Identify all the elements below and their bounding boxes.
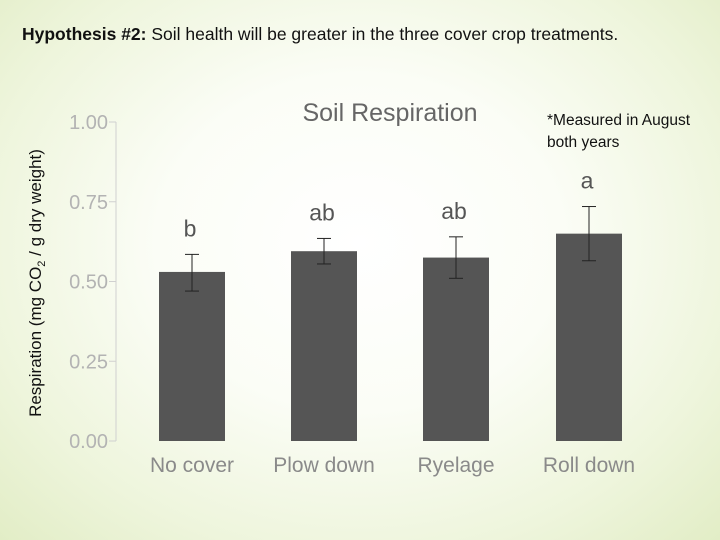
significance-letter: b [184, 215, 197, 241]
y-tick-label: 0.50 [69, 272, 108, 294]
measurement-note: *Measured in August both years [547, 112, 691, 151]
x-category-label: Ryelage [417, 454, 494, 477]
bar [291, 251, 357, 441]
x-category-label: Roll down [543, 454, 635, 477]
x-category-label: No cover [150, 454, 234, 477]
hypothesis-body: Soil health will be greater in the three… [146, 24, 619, 44]
y-tick-label: 0.25 [69, 351, 108, 373]
chart-title: Soil Respiration [302, 99, 477, 127]
y-tick-label: 0.00 [69, 431, 108, 453]
x-category-label: Plow down [273, 454, 375, 477]
significance-letter: ab [441, 198, 467, 224]
significance-letter: ab [309, 199, 335, 225]
y-axis: 0.00 0.25 0.50 0.75 1.00 [69, 112, 117, 453]
hypothesis-label: Hypothesis #2: [22, 24, 147, 44]
y-tick-label: 0.75 [69, 192, 108, 214]
hypothesis-text: Hypothesis #2: Soil health will be great… [22, 22, 622, 46]
significance-letter: a [581, 168, 594, 194]
x-axis-labels: No cover Plow down Ryelage Roll down [150, 454, 635, 477]
bars: b ab ab a [159, 168, 622, 441]
bar [159, 271, 225, 441]
bar [423, 257, 489, 441]
y-tick-label: 1.00 [69, 112, 108, 134]
bar [556, 233, 622, 441]
